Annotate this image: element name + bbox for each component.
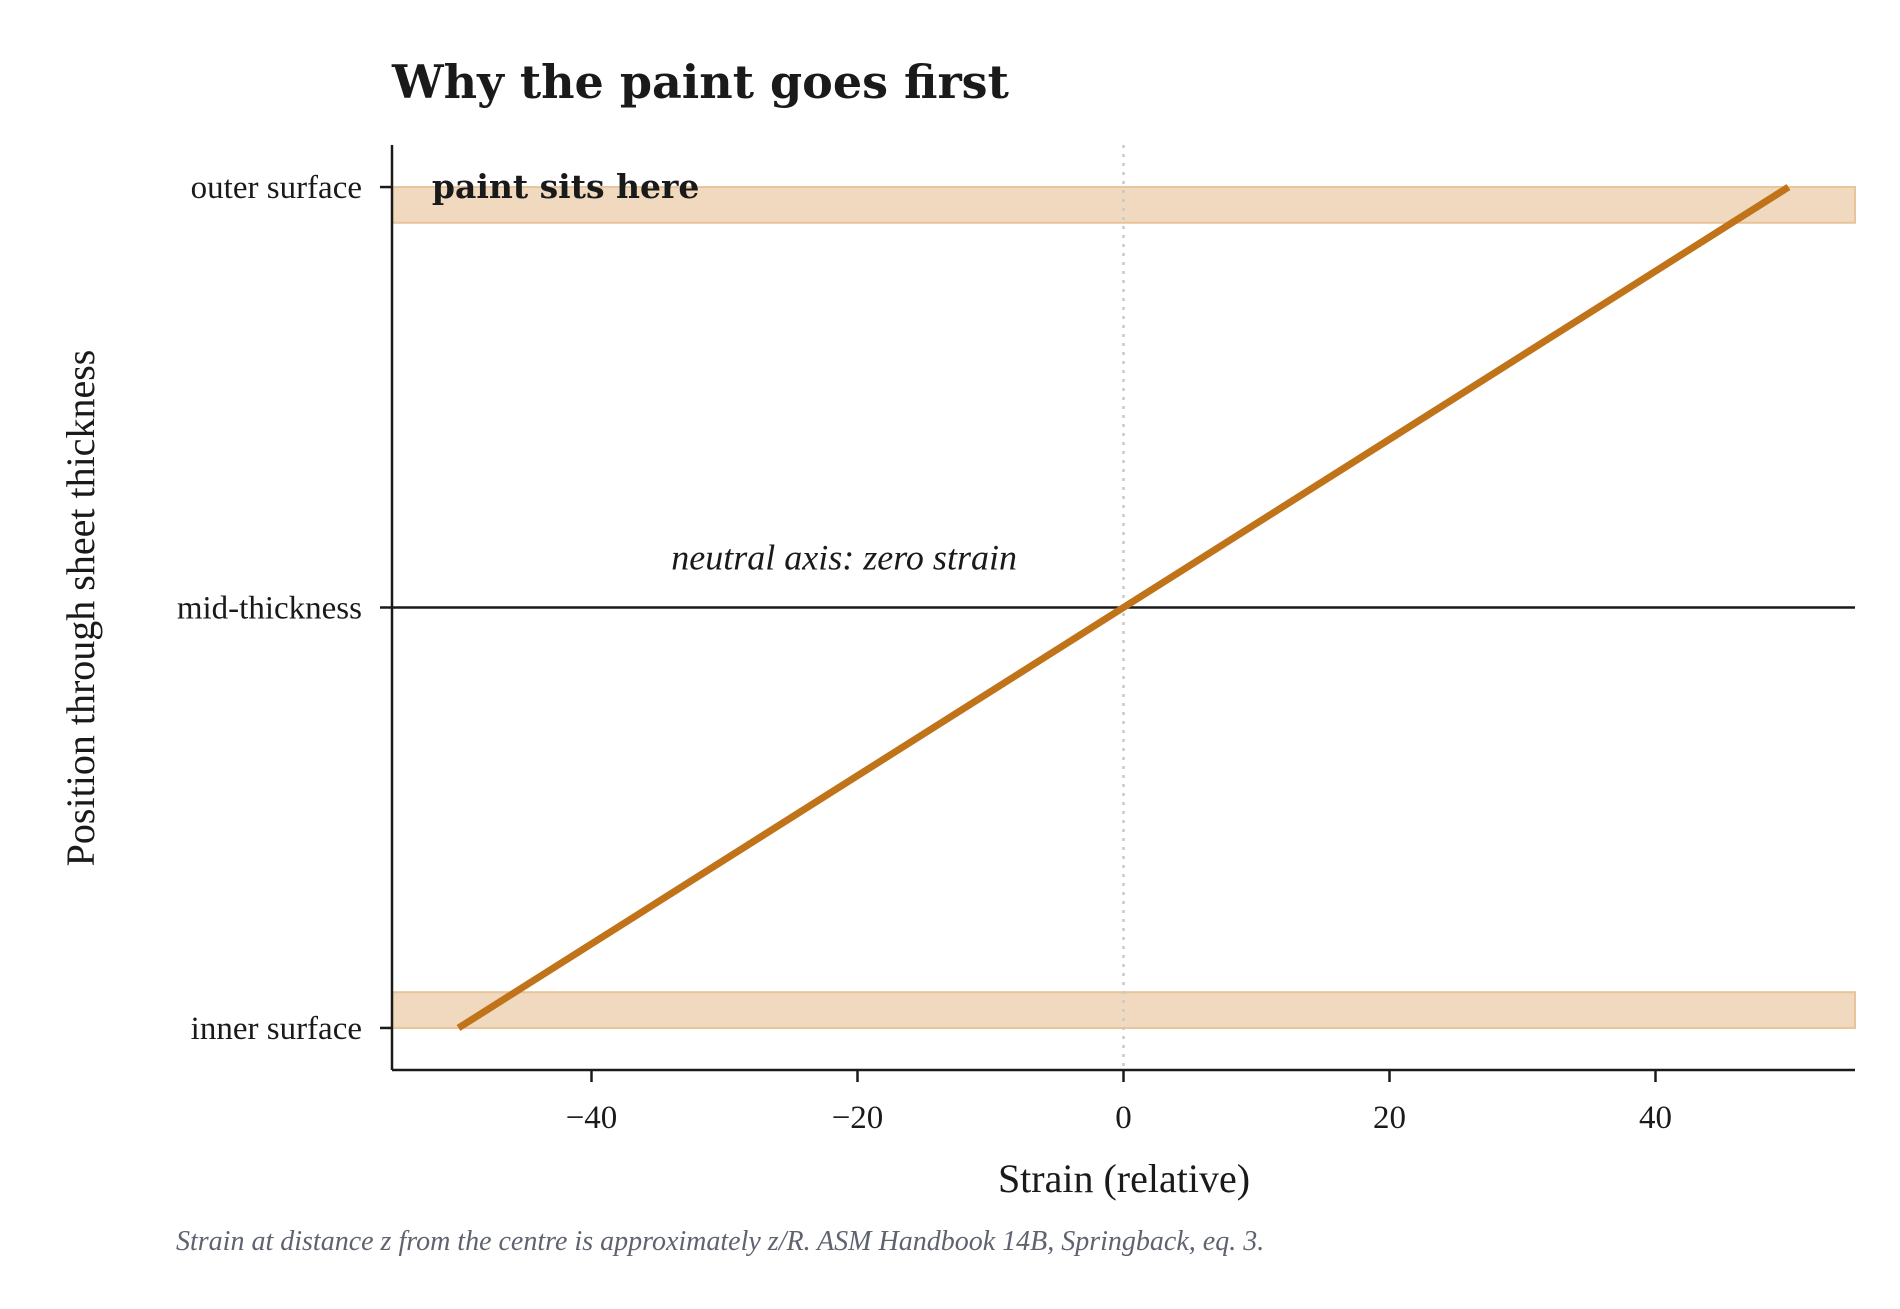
plot-area: −40 −20 0 20 40 inner surface mid-thickness out… [177,145,1856,1136]
y-tick-label: mid-thickness [177,591,362,627]
y-tick-label: outer surface [191,170,362,206]
x-tick-label: −40 [566,1100,618,1136]
x-tick-label: 0 [1115,1100,1132,1136]
y-axis-label: Position through sheet thickness [58,350,103,867]
chart-title: Why the paint goes first [391,55,1010,109]
x-tick-label: 20 [1373,1100,1406,1136]
chart-caption: Strain at distance z from the centre is … [176,1226,1264,1257]
x-tick-label: −20 [832,1100,884,1136]
neutral-axis-annotation: neutral axis: zero strain [671,538,1017,578]
x-tick-label: 40 [1639,1100,1672,1136]
y-tick-label: inner surface [191,1011,362,1047]
paint-annotation: paint sits here [432,167,700,206]
x-axis-label: Strain (relative) [998,1156,1250,1201]
strain-line-series-0 [456,184,1791,1031]
